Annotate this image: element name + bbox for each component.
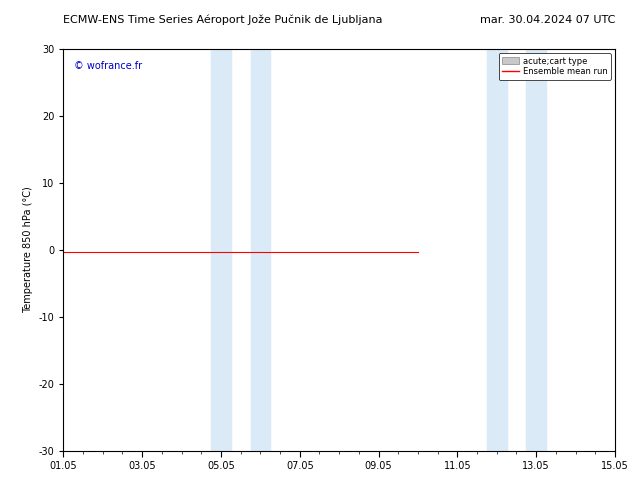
Bar (526, 49, 546, 451)
Text: ECMW-ENS Time Series Aéroport Jože Pučnik de Ljubljana: ECMW-ENS Time Series Aéroport Jože Pučni… (63, 15, 383, 25)
Bar (250, 49, 270, 451)
Text: mar. 30.04.2024 07 UTC: mar. 30.04.2024 07 UTC (479, 15, 615, 24)
Bar (487, 49, 507, 451)
Text: © wofrance.fr: © wofrance.fr (74, 61, 143, 71)
Legend: acute;cart type, Ensemble mean run: acute;cart type, Ensemble mean run (498, 53, 611, 79)
Bar (211, 49, 231, 451)
Y-axis label: Temperature 850 hPa (°C): Temperature 850 hPa (°C) (23, 187, 33, 313)
